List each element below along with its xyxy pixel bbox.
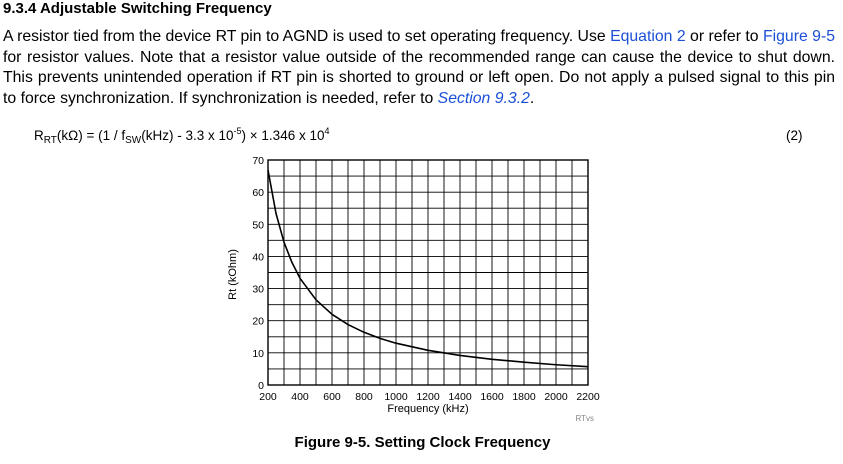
- figure-caption: Figure 9-5. Setting Clock Frequency: [0, 434, 843, 452]
- x-tick-label: 200: [259, 391, 277, 403]
- x-tick-label: 2000: [544, 391, 568, 403]
- eq-fsw-sub: SW: [125, 135, 142, 146]
- y-axis-label: Rt (kOhm): [227, 249, 239, 300]
- eq-lhs-unit: (kΩ) = (1 / f: [56, 128, 126, 143]
- x-tick-label: 2200: [576, 391, 600, 403]
- y-tick-label: 60: [252, 187, 264, 199]
- eq-lhs-sub: RT: [43, 135, 57, 146]
- eq-exponent-2: 4: [324, 126, 330, 136]
- x-tick-label: 800: [355, 391, 373, 403]
- y-tick-label: 30: [252, 284, 264, 296]
- paragraph-text-3: for resistor values. Note that a resisto…: [3, 48, 835, 107]
- x-tick-label: 1800: [512, 391, 536, 403]
- figure-9-5-link[interactable]: Figure 9-5: [762, 28, 835, 45]
- section-heading: 9.3.4 Adjustable Switching Frequency: [3, 0, 272, 17]
- y-tick-label: 20: [252, 316, 264, 328]
- eq-lhs-main: R: [34, 128, 44, 143]
- eq-mid-2: ) × 1.346 x 10: [241, 128, 325, 143]
- figure-watermark: RTvs: [575, 414, 594, 423]
- y-tick-label: 70: [252, 155, 264, 167]
- section-9-3-2-link[interactable]: Section 9.3.2: [437, 89, 530, 107]
- equation-number: (2): [786, 128, 803, 143]
- y-tick-label: 50: [252, 219, 264, 231]
- y-tick-label: 40: [252, 251, 264, 263]
- eq-mid: (kHz) - 3.3 x 10: [141, 128, 234, 143]
- plot-frame: [267, 159, 589, 386]
- x-tick-label: 1600: [480, 391, 504, 403]
- y-tick-label: 0: [258, 380, 264, 392]
- x-tick-label: 400: [291, 391, 309, 403]
- rt-curve: [267, 169, 589, 368]
- frequency-chart: 200 400 600 800 1000 1200 1400 1600 1800 2000 2200…: [227, 155, 600, 423]
- x-axis-label: Frequency (kHz): [387, 403, 468, 415]
- x-tick-label: 1400: [448, 391, 472, 403]
- x-tick-label: 1200: [416, 391, 440, 403]
- x-tick-label: 1000: [384, 391, 408, 403]
- paragraph-text-1: A resistor tied from the device RT pin t…: [3, 28, 611, 45]
- body-paragraph: A resistor tied from the device RT pin t…: [3, 27, 835, 109]
- y-tick-label: 10: [252, 348, 264, 360]
- eq-exponent-1: -5: [233, 126, 242, 136]
- paragraph-text-4: .: [529, 89, 535, 107]
- paragraph-text-2: or refer to: [685, 28, 763, 45]
- figure-caption-text: Figure 9-5. Setting Clock Frequency: [294, 434, 551, 451]
- x-tick-label: 600: [323, 391, 341, 403]
- equation-2-link[interactable]: Equation 2: [610, 28, 686, 45]
- equation: RRT(kΩ) = (1 / fSW(kHz) - 3.3 x 10-5) × …: [34, 126, 330, 146]
